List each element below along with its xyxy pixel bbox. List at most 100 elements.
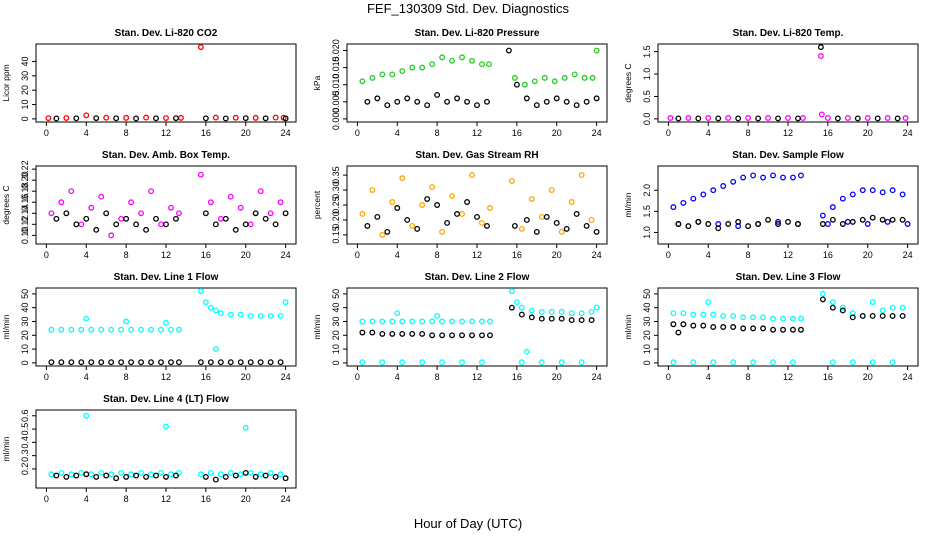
data-point-black <box>795 115 801 122</box>
panel-title: Stan. Dev. Amb. Box Temp. <box>102 150 230 161</box>
data-point-blue <box>780 174 786 181</box>
x-tick-label: 20 <box>863 250 873 260</box>
data-point-cyan <box>217 471 224 478</box>
data-point-cyan <box>518 359 525 366</box>
y-tick-label: 1.5 <box>642 45 652 58</box>
data-point-black <box>690 322 697 329</box>
data-point-black <box>543 214 550 220</box>
data-point-blue <box>730 178 737 185</box>
data-point-black <box>790 326 796 333</box>
data-point-cyan <box>58 326 65 333</box>
data-point-black <box>511 222 518 229</box>
x-tick-label: 16 <box>823 250 833 260</box>
data-point-cyan <box>98 326 105 333</box>
data-point-black <box>369 329 376 336</box>
data-point-black <box>394 98 401 105</box>
data-point-cyan <box>282 299 289 306</box>
data-point-black <box>242 115 249 122</box>
x-tick-label: 24 <box>903 128 913 138</box>
data-point-blue <box>839 195 846 202</box>
data-point-black <box>113 115 120 122</box>
data-point-green <box>459 54 465 61</box>
data-point-black <box>168 359 174 366</box>
data-point-black <box>725 221 732 227</box>
x-tick-label: 16 <box>512 128 522 138</box>
data-point-black <box>217 359 224 366</box>
data-point-black <box>379 330 386 337</box>
data-point-cyan <box>242 424 249 431</box>
data-point-cyan <box>359 359 366 366</box>
data-point-black <box>212 476 219 483</box>
data-point-cyan <box>108 326 115 333</box>
y-axis-label: degrees C <box>1 185 11 224</box>
data-point-magenta <box>257 188 264 195</box>
data-point-green <box>551 78 558 85</box>
data-point-black <box>133 472 140 479</box>
data-point-magenta <box>68 188 75 195</box>
data-point-blue <box>824 221 831 227</box>
x-tick-label: 16 <box>201 250 211 260</box>
data-point-green <box>571 71 578 78</box>
data-point-black <box>409 330 416 337</box>
data-point-black <box>272 473 279 480</box>
data-point-black <box>113 475 120 482</box>
data-point-cyan <box>123 318 130 325</box>
y-tick-label: 0.16 <box>20 193 30 211</box>
data-point-orange <box>409 222 416 229</box>
page-title: FEF_130309 Std. Dev. Diagnostics <box>366 1 570 16</box>
data-point-cyan <box>78 326 85 333</box>
data-point-blue <box>829 204 836 211</box>
data-point-cyan <box>176 326 182 333</box>
data-point-cyan <box>439 359 446 366</box>
y-axis-label: percent <box>312 190 322 219</box>
data-point-black <box>899 313 906 319</box>
data-point-magenta <box>88 204 95 211</box>
data-point-cyan <box>829 299 836 306</box>
data-point-cyan <box>578 310 585 317</box>
data-point-black <box>889 313 896 319</box>
data-point-green <box>409 64 416 71</box>
data-point-magenta <box>844 115 851 121</box>
data-point-black <box>548 315 555 322</box>
y-axis-label: ml/min <box>623 192 633 217</box>
y-tick-label: 30 <box>642 316 652 326</box>
data-point-cyan <box>83 315 90 322</box>
data-point-cyan <box>459 318 465 325</box>
data-point-cyan <box>128 471 135 478</box>
data-point-black <box>153 115 159 122</box>
data-point-black <box>730 324 737 330</box>
data-point-cyan <box>237 471 244 478</box>
data-point-magenta <box>800 115 806 121</box>
data-point-black <box>775 221 781 227</box>
data-point-black <box>73 472 80 479</box>
y-tick-label: 0.20 <box>331 211 341 229</box>
data-point-magenta <box>108 232 115 239</box>
data-point-magenta <box>227 193 234 200</box>
data-point-orange <box>449 193 456 199</box>
y-tick-label: 0.3 <box>20 449 30 462</box>
data-point-black <box>173 215 179 222</box>
data-point-black <box>153 472 159 479</box>
data-point-black <box>103 210 110 217</box>
x-tick-label: 24 <box>281 494 291 504</box>
data-point-orange <box>487 205 493 211</box>
data-point-black <box>394 205 401 211</box>
data-point-black <box>889 216 896 223</box>
x-tick-label: 0 <box>355 372 360 382</box>
data-point-green <box>359 78 366 85</box>
x-tick-label: 8 <box>124 128 129 138</box>
data-point-green <box>589 74 596 81</box>
data-point-magenta <box>217 215 224 222</box>
data-point-green <box>439 54 446 61</box>
data-point-blue <box>884 218 891 225</box>
data-point-black <box>148 359 154 366</box>
data-point-black <box>222 215 229 222</box>
data-point-black <box>364 222 371 229</box>
y-tick-label: 0.000 <box>331 108 341 131</box>
data-point-red <box>45 115 52 122</box>
x-tick-label: 12 <box>161 250 171 260</box>
data-point-black <box>58 359 65 366</box>
data-point-black <box>563 98 570 105</box>
data-point-black <box>374 95 381 102</box>
data-point-black <box>68 359 75 366</box>
